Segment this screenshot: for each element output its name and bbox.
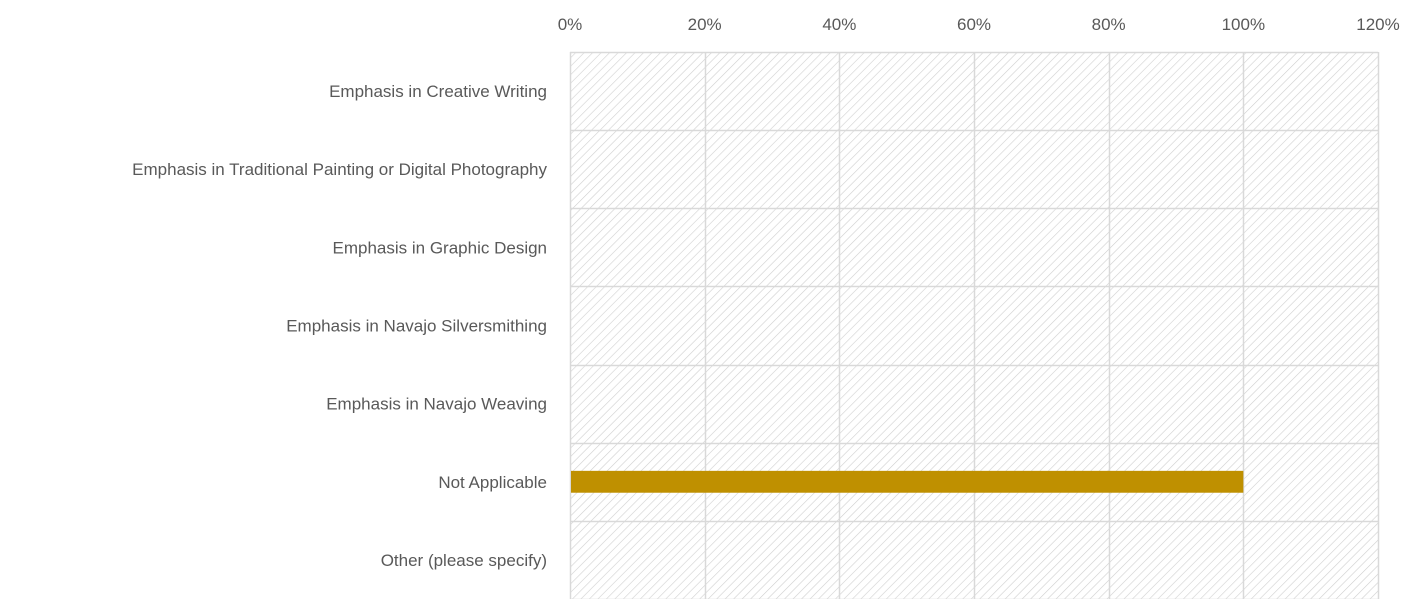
x-tick-label: 40% bbox=[822, 15, 856, 34]
bar bbox=[571, 470, 1244, 493]
category-label: Emphasis in Traditional Painting or Digi… bbox=[132, 160, 547, 179]
category-label: Emphasis in Navajo Weaving bbox=[326, 395, 547, 414]
x-tick-label: 0% bbox=[558, 15, 583, 34]
x-tick-label: 80% bbox=[1092, 15, 1126, 34]
category-label: Not Applicable bbox=[438, 473, 547, 492]
category-label: Other (please specify) bbox=[381, 551, 547, 570]
x-tick-label: 20% bbox=[688, 15, 722, 34]
category-label: Emphasis in Navajo Silversmithing bbox=[286, 317, 547, 336]
x-tick-label: 100% bbox=[1222, 15, 1265, 34]
x-tick-label: 120% bbox=[1356, 15, 1399, 34]
x-tick-label: 60% bbox=[957, 15, 991, 34]
category-label: Emphasis in Graphic Design bbox=[333, 238, 547, 257]
category-label: Emphasis in Creative Writing bbox=[329, 82, 547, 101]
